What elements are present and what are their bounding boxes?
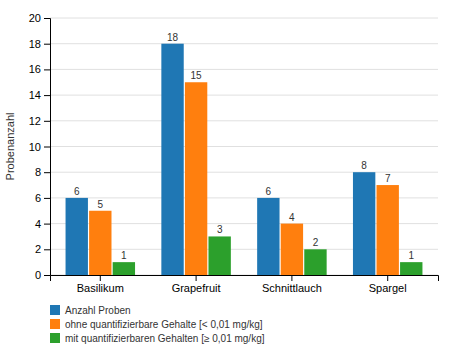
- plot: 02468101214161820BasilikumGrapefruitSchn…: [29, 12, 439, 294]
- bar: [400, 262, 422, 275]
- x-tick: Spargel: [369, 275, 407, 294]
- grid-line: [50, 120, 438, 121]
- data-label: 7: [385, 173, 391, 184]
- data-label: 6: [266, 186, 272, 197]
- legend-label: mit quantifizierbaren Gehalten [≥ 0,01 m…: [65, 333, 265, 344]
- grid-line: [50, 69, 438, 70]
- y-tick-label: 12: [29, 115, 41, 127]
- y-tick: 12: [29, 115, 50, 127]
- data-label: 5: [98, 199, 104, 210]
- series: [66, 44, 376, 275]
- data-label: 1: [121, 250, 127, 261]
- grid-line: [50, 18, 438, 19]
- x-tick-label: Basilikum: [77, 282, 124, 294]
- data-label: 6: [74, 186, 80, 197]
- grid-line: [50, 95, 438, 96]
- data-label: 18: [167, 32, 179, 43]
- x-tick: Schnittlauch: [262, 275, 322, 294]
- bar: [89, 211, 111, 275]
- axis-line: [51, 276, 439, 282]
- y-tick-label: 10: [29, 141, 41, 153]
- bar: [161, 44, 183, 275]
- series: [113, 236, 423, 275]
- bar: [257, 198, 279, 275]
- y-tick: 14: [29, 89, 50, 101]
- y-tick: 6: [35, 192, 50, 204]
- chart: 02468101214161820BasilikumGrapefruitSchn…: [0, 0, 450, 355]
- grid: [50, 18, 438, 275]
- x-tick-label: Spargel: [369, 282, 407, 294]
- data-label: 8: [361, 160, 367, 171]
- data-label: 1: [408, 250, 414, 261]
- data-label: 15: [191, 70, 203, 81]
- x-tick-label: Schnittlauch: [262, 282, 322, 294]
- legend-swatch: [50, 333, 60, 343]
- tick-mark: [44, 147, 50, 148]
- y-tick-label: 6: [35, 192, 41, 204]
- bar: [208, 236, 230, 275]
- legend-label: Anzahl Proben: [65, 305, 131, 316]
- tick-mark: [44, 69, 50, 70]
- tick-mark: [100, 275, 101, 281]
- tick-mark: [387, 275, 388, 281]
- legend: Anzahl Proben ohne quantifizierbare Gehal…: [50, 305, 265, 344]
- data-labels: 6 18 6 8 5 15 4 7 1 3 2 1: [74, 32, 415, 261]
- legend-item: Anzahl Proben: [50, 305, 131, 316]
- y-axis: 0 2 4 6 8 10 12 14 16 18 20: [29, 12, 51, 281]
- data-label: 3: [217, 224, 223, 235]
- y-tick: 8: [35, 166, 50, 178]
- tick-mark: [291, 275, 292, 281]
- y-tick-label: 2: [35, 243, 41, 255]
- y-tick-label: 4: [35, 218, 41, 230]
- y-tick-label: 18: [29, 38, 41, 50]
- bar: [304, 249, 326, 275]
- x-axis: Basilikum Grapefruit Schnittlauch Spargel: [51, 275, 439, 294]
- grid-line: [50, 146, 438, 147]
- tick-mark: [196, 275, 197, 281]
- grid-line: [50, 43, 438, 44]
- series: [89, 82, 399, 275]
- tick-mark: [44, 95, 50, 96]
- legend-item: mit quantifizierbaren Gehalten [≥ 0,01 m…: [50, 333, 265, 344]
- tick-mark: [44, 44, 50, 45]
- y-tick: 20: [29, 12, 50, 24]
- legend-swatch: [50, 305, 60, 315]
- bar: [66, 198, 88, 275]
- legend-swatch: [50, 319, 60, 329]
- tick-mark: [44, 198, 50, 199]
- bar: [353, 172, 375, 275]
- tick-mark: [44, 18, 50, 19]
- tick-mark: [44, 121, 50, 122]
- bars: [66, 44, 423, 275]
- bar: [377, 185, 399, 275]
- legend-item: ohne quantifizierbare Gehalte [< 0,01 mg…: [50, 319, 263, 330]
- data-label: 2: [313, 237, 319, 248]
- y-tick-label: 14: [29, 89, 41, 101]
- grid-line: [50, 172, 438, 173]
- tick-mark: [44, 275, 50, 276]
- y-axis-title: Probenanzahl: [4, 113, 16, 181]
- y-tick: 16: [29, 63, 50, 75]
- y-tick-label: 16: [29, 63, 41, 75]
- legend-label: ohne quantifizierbare Gehalte [< 0,01 mg…: [65, 319, 263, 330]
- y-tick: 10: [29, 141, 50, 153]
- y-tick-label: 8: [35, 166, 41, 178]
- x-tick: Basilikum: [77, 275, 124, 294]
- x-tick: Grapefruit: [172, 275, 221, 294]
- y-tick: 2: [35, 243, 50, 255]
- y-tick-label: 0: [35, 269, 41, 281]
- bar: [185, 82, 207, 275]
- bar: [113, 262, 135, 275]
- y-tick: 4: [35, 218, 50, 230]
- y-tick: 18: [29, 38, 50, 50]
- data-label: 4: [289, 212, 295, 223]
- tick-mark: [44, 224, 50, 225]
- tick-mark: [44, 249, 50, 250]
- tick-mark: [44, 172, 50, 173]
- y-tick-label: 20: [29, 12, 41, 24]
- x-tick-label: Grapefruit: [172, 282, 221, 294]
- bar: [281, 224, 303, 275]
- y-tick: 0: [35, 269, 50, 281]
- axis-line: [44, 19, 51, 276]
